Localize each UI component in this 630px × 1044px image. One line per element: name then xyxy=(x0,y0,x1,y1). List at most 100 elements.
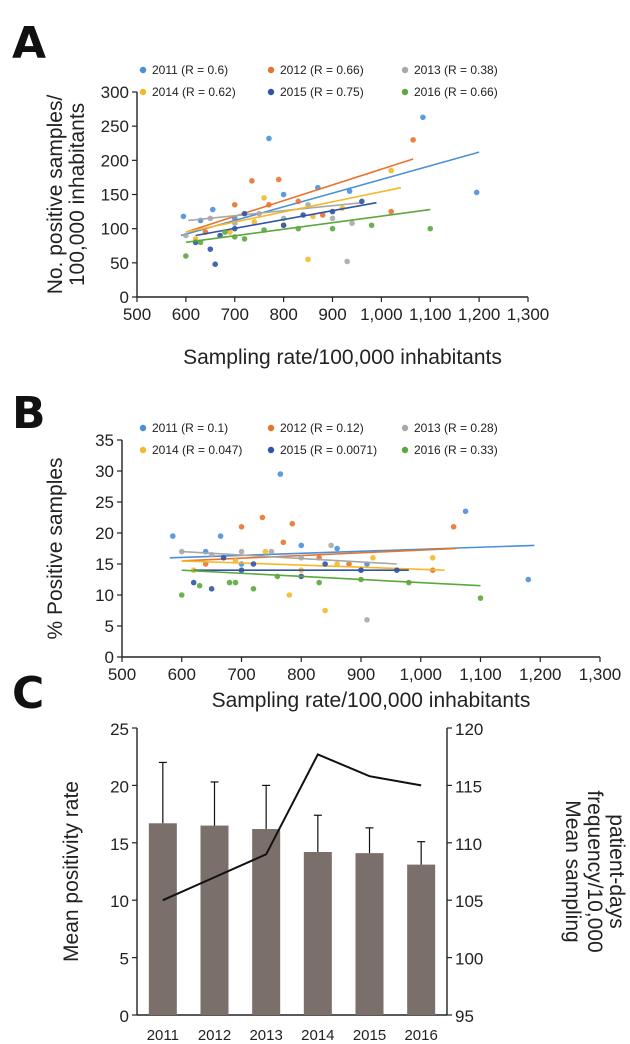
panel-c-y2-axis-title: frequency/10,000 xyxy=(583,790,606,952)
panel-c-letter: C xyxy=(12,668,44,719)
panel-a-point-2012 xyxy=(295,198,302,205)
panel-a-point-2012 xyxy=(275,176,282,183)
panel-b-point-2011 xyxy=(298,542,305,549)
panel-a-y-tick-label: 0 xyxy=(120,288,129,307)
panel-b-y-tick-label: 25 xyxy=(95,493,114,512)
panel-b-legend-label-2016: 2016 (R = 0.33) xyxy=(414,443,498,457)
panel-a-x-axis-title: Sampling rate/100,000 inhabitants xyxy=(183,346,502,369)
panel-b-y-tick-label: 0 xyxy=(105,648,114,667)
panel-c-bar-2013 xyxy=(252,829,281,1015)
panel-a-point-2015 xyxy=(207,246,214,252)
panel-b-point-2011 xyxy=(217,533,224,539)
panel-a-point-2011 xyxy=(209,206,216,213)
panel-b-scatter-chart: 0 5 10 15 20 25 30 35 500 600 700 800 900 1,000 1,100 1… xyxy=(44,421,621,712)
panel-b-point-2014 xyxy=(262,548,269,555)
panel-a-point-2014 xyxy=(251,219,258,225)
panel-b-legend-marker-2012 xyxy=(267,424,275,432)
panel-b-x-tick-label: 800 xyxy=(287,665,315,684)
panel-b-point-2011 xyxy=(277,471,284,477)
panel-b-point-2014 xyxy=(429,555,436,561)
panel-a-point-2012 xyxy=(410,137,416,143)
panel-a-y-axis-title: 100,000 inhabitants xyxy=(66,103,89,286)
panel-b-point-2016 xyxy=(178,592,185,598)
panel-c-bar-2016 xyxy=(407,864,436,1015)
panel-a-point-2015 xyxy=(241,210,248,217)
panel-b-y-axis-title: % Positive samples xyxy=(44,457,67,639)
panel-a-point-2012 xyxy=(319,212,326,218)
panel-b-point-2012 xyxy=(346,561,352,567)
panel-c-y2-tick-label: 100 xyxy=(455,950,483,969)
panel-a-point-2011 xyxy=(180,213,187,220)
panel-a-x-tick-label: 800 xyxy=(269,305,297,324)
panel-c-y-tick-label: 15 xyxy=(110,835,129,854)
panel-b-point-2015 xyxy=(250,561,257,567)
panel-a-y-tick-label: 300 xyxy=(101,83,129,102)
panel-a-legend-marker-2013 xyxy=(401,66,409,74)
panel-b-legend-label-2011: 2011 (R = 0.1) xyxy=(152,421,228,435)
panel-b-y-tick-label: 30 xyxy=(95,462,114,481)
panel-b-legend-marker-2016 xyxy=(401,446,409,454)
panel-b-point-2013 xyxy=(328,542,334,549)
panel-a-trendline-2013 xyxy=(188,201,362,222)
panel-a-point-2011 xyxy=(280,191,287,198)
panel-b-point-2011 xyxy=(169,533,176,539)
panel-a-y-tick-label: 50 xyxy=(110,254,129,273)
panel-a-legend-marker-2016 xyxy=(401,88,409,96)
panel-c-y2-tick-label: 120 xyxy=(455,720,483,739)
panel-c-y2-axis-title: Mean sampling xyxy=(561,800,584,942)
panel-b-point-2012 xyxy=(280,539,287,546)
panel-a-x-tick-label: 1,200 xyxy=(458,305,501,324)
panel-b-y-tick-label: 35 xyxy=(95,431,114,450)
panel-a-x-tick-label: 900 xyxy=(318,305,346,324)
panel-a-legend-marker-2012 xyxy=(267,66,275,74)
panel-c-sampling-frequency-line xyxy=(162,753,422,902)
panel-a-point-2011 xyxy=(420,114,426,121)
panel-b-y-tick-label: 15 xyxy=(95,555,114,574)
panel-b-point-2012 xyxy=(450,524,457,530)
panel-a-point-2016 xyxy=(241,236,248,242)
panel-a-point-2014 xyxy=(388,167,394,174)
panel-a-trendline-2011 xyxy=(180,151,480,237)
panel-c-y-tick-label: 25 xyxy=(110,720,129,739)
panel-b-x-tick-label: 900 xyxy=(347,665,375,684)
panel-b-point-2016 xyxy=(316,579,322,586)
panel-c-y-tick-label: 10 xyxy=(110,892,129,911)
panel-b-point-2015 xyxy=(322,561,328,567)
panel-c-y-tick-label: 20 xyxy=(110,777,129,796)
panel-c-x-tick-label-2015: 2015 xyxy=(353,1027,386,1044)
panel-b-legend-marker-2015 xyxy=(267,446,275,454)
panel-b-point-2011 xyxy=(525,576,532,583)
panel-b-x-tick-label: 700 xyxy=(227,665,255,684)
panel-b-point-2016 xyxy=(250,586,257,592)
panel-a-point-2015 xyxy=(359,198,365,205)
panel-c-y2-axis-title: patient-days xyxy=(605,814,628,928)
panel-b-point-2011 xyxy=(238,561,245,567)
panel-a-point-2013 xyxy=(344,258,350,265)
panel-b-point-2014 xyxy=(286,592,293,598)
panel-b-point-2013 xyxy=(238,548,245,555)
panel-a-x-tick-label: 700 xyxy=(221,305,249,324)
panel-c-bar-2015 xyxy=(355,853,384,1015)
panel-b-x-tick-label: 1,300 xyxy=(579,665,622,684)
panel-b-trendline-2012 xyxy=(181,547,457,562)
panel-c-y2-tick-label: 95 xyxy=(455,1007,474,1026)
panel-a-x-tick-label: 600 xyxy=(172,305,200,324)
panel-a-point-2011 xyxy=(266,135,272,142)
panel-c-bar-2014 xyxy=(303,851,332,1015)
panel-a-legend-label-2013: 2013 (R = 0.38) xyxy=(414,63,498,77)
panel-a-point-2015 xyxy=(212,261,218,268)
panel-b-point-2014 xyxy=(334,561,340,567)
panel-a-point-2016 xyxy=(427,225,434,232)
panel-b-x-tick-label: 1,200 xyxy=(519,665,562,684)
panel-a-point-2014 xyxy=(261,195,267,201)
panel-b-point-2012 xyxy=(259,514,266,521)
panel-b-x-tick-label: 1,100 xyxy=(459,665,502,684)
panel-b-point-2012 xyxy=(202,561,209,567)
panel-b-trendline-2011 xyxy=(169,544,535,559)
panel-a-point-2011 xyxy=(473,189,480,196)
panel-a-point-2015 xyxy=(280,222,287,229)
panel-a-legend-label-2014: 2014 (R = 0.62) xyxy=(152,85,236,99)
panel-b-legend-marker-2013 xyxy=(401,424,409,432)
panel-b-point-2016 xyxy=(196,582,203,589)
